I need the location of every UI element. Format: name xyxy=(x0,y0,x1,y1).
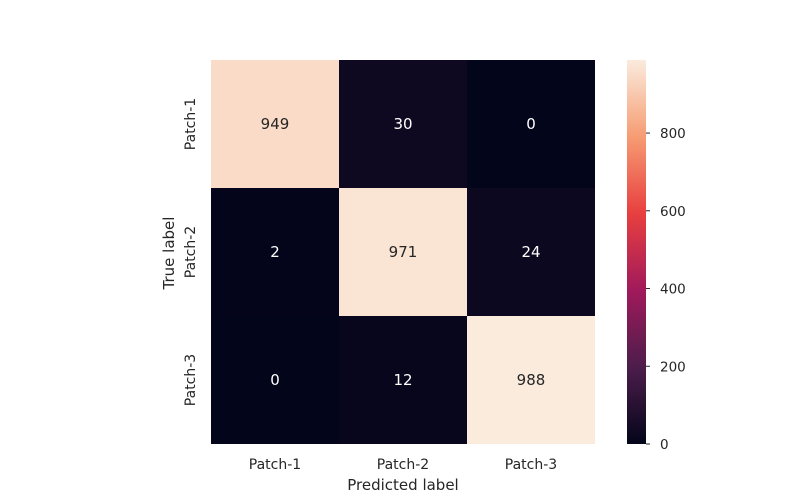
cell-value-label: 12 xyxy=(393,371,412,389)
cell-value-label: 971 xyxy=(389,243,418,261)
y-tick-labels: Patch-1 Patch-2 Patch-3 xyxy=(183,98,199,406)
y-tick-label: Patch-2 xyxy=(183,226,199,278)
heatmap-cell xyxy=(211,188,339,316)
colorbar-tick-label: 0 xyxy=(660,437,669,453)
colorbar-tick-label: 200 xyxy=(660,359,686,375)
heatmap-cell xyxy=(467,316,595,444)
heatmap-cell xyxy=(467,60,595,188)
cell-value-label: 0 xyxy=(270,371,280,389)
colorbar: 0 200 400 600 800 xyxy=(627,60,686,453)
x-tick-label: Patch-3 xyxy=(505,457,557,473)
y-tick-label: Patch-3 xyxy=(183,354,199,406)
cell-value-label: 0 xyxy=(526,115,536,133)
x-tick-label: Patch-2 xyxy=(377,457,429,473)
cell-value-label: 988 xyxy=(517,371,546,389)
colorbar-tick-label: 600 xyxy=(660,204,686,220)
heatmap-cell xyxy=(467,188,595,316)
heatmap-cell xyxy=(211,316,339,444)
heatmap-cell xyxy=(339,316,467,444)
cell-value-label: 30 xyxy=(393,115,412,133)
y-tick-label: Patch-1 xyxy=(183,98,199,150)
heatmap-cell xyxy=(339,60,467,188)
cell-value-label: 949 xyxy=(261,115,290,133)
heatmap-cells: 949 30 0 2 971 24 0 12 988 xyxy=(211,60,595,444)
colorbar-tick-label: 400 xyxy=(660,282,686,298)
y-axis-title: True label xyxy=(160,217,178,291)
cell-value-label: 24 xyxy=(521,243,540,261)
x-tick-label: Patch-1 xyxy=(249,457,301,473)
cell-value-label: 2 xyxy=(270,243,280,261)
x-axis-title: Predicted label xyxy=(347,476,458,494)
colorbar-tick-label: 800 xyxy=(660,126,686,142)
heatmap-cell xyxy=(211,60,339,188)
heatmap-cell xyxy=(339,188,467,316)
x-tick-labels: Patch-1 Patch-2 Patch-3 xyxy=(249,457,557,473)
colorbar-gradient xyxy=(627,60,646,444)
